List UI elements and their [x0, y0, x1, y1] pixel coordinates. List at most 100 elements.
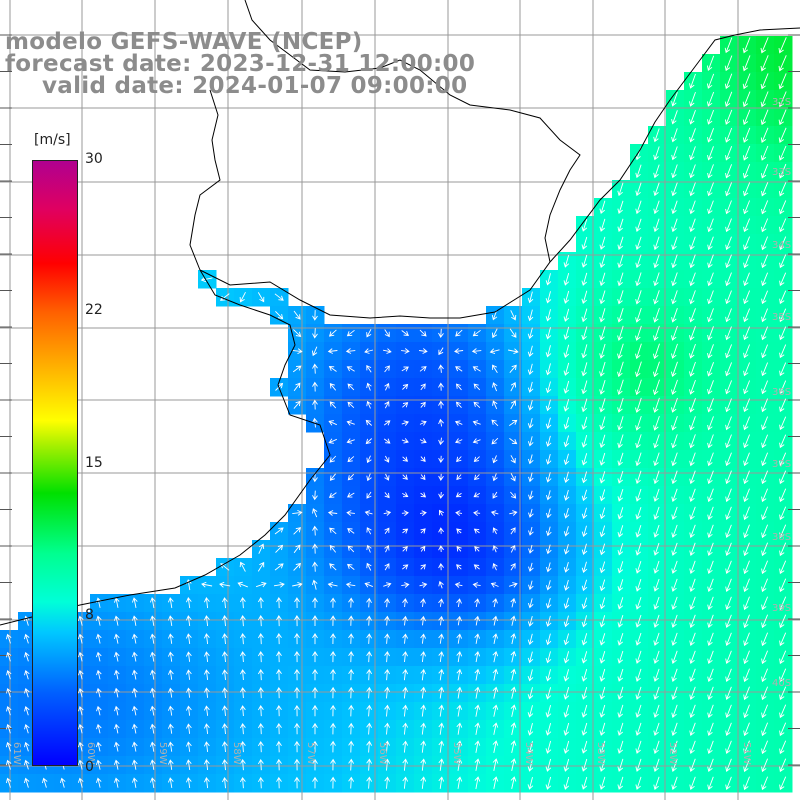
wind-arrow	[778, 145, 787, 161]
wind-arrow	[258, 597, 264, 609]
wind-arrow	[761, 740, 769, 755]
wind-arrow	[581, 416, 588, 430]
wind-arrow	[689, 650, 696, 664]
wind-arrow	[653, 452, 660, 467]
wind-arrow	[312, 633, 318, 645]
wind-arrow	[384, 776, 391, 789]
wind-arrow	[149, 723, 156, 734]
wind-arrow	[725, 524, 732, 538]
wind-arrow	[761, 452, 769, 467]
wind-arrow	[221, 669, 228, 680]
wind-arrow	[472, 582, 481, 588]
wind-arrow	[779, 254, 787, 269]
wind-arrow	[653, 686, 660, 700]
wind-arrow	[743, 668, 750, 683]
wind-arrow	[581, 543, 588, 556]
wind-arrow	[706, 55, 715, 72]
wind-arrow	[779, 362, 787, 377]
wind-arrow	[599, 597, 606, 610]
wind-arrow	[635, 379, 642, 396]
wind-arrow	[599, 561, 606, 574]
wind-arrow	[492, 615, 499, 626]
wind-arrow	[689, 740, 696, 754]
wind-arrow	[527, 291, 534, 304]
wind-arrow	[725, 596, 732, 610]
wind-arrow	[384, 686, 391, 699]
wind-arrow	[95, 741, 102, 752]
wind-arrow	[510, 527, 516, 535]
wind-arrow	[149, 633, 156, 644]
wind-arrow	[473, 383, 481, 391]
wind-arrow	[617, 325, 624, 341]
wind-arrow	[761, 470, 769, 485]
wind-arrow	[149, 705, 156, 716]
wind-arrow	[258, 740, 264, 753]
wind-arrow	[113, 651, 120, 662]
wind-arrow	[545, 363, 552, 376]
wind-arrow	[671, 128, 678, 143]
wind-arrow	[707, 596, 714, 610]
colorbar-tick-22: 22	[85, 302, 103, 318]
wind-arrow	[671, 325, 678, 341]
colorbar-tick-30: 30	[85, 151, 103, 167]
wind-arrow	[438, 527, 444, 534]
wind-arrow	[707, 740, 714, 754]
wind-arrow	[563, 507, 570, 519]
wind-arrow	[742, 37, 751, 54]
wind-arrow	[760, 164, 769, 179]
wind-arrow	[581, 507, 588, 520]
wind-arrow	[258, 543, 265, 554]
wind-arrow	[364, 510, 373, 516]
wind-arrow	[779, 488, 787, 503]
wind-arrow	[653, 128, 660, 143]
wind-arrow	[707, 668, 714, 682]
wind-arrow	[563, 489, 570, 501]
wind-arrow	[330, 633, 336, 645]
wind-arrow	[689, 164, 696, 179]
wind-arrow	[617, 561, 624, 574]
wind-arrow	[384, 382, 390, 391]
wind-arrow	[707, 236, 714, 251]
wind-arrow	[312, 363, 318, 374]
wind-arrow	[689, 488, 696, 502]
wind-arrow	[312, 615, 318, 626]
wind-arrow	[401, 420, 409, 426]
wind-arrow	[240, 651, 246, 663]
wind-arrow	[346, 366, 355, 372]
wind-arrow	[671, 776, 678, 791]
wind-arrow	[292, 348, 303, 355]
wind-arrow	[653, 218, 660, 233]
wind-arrow	[167, 687, 174, 698]
wind-arrow	[761, 686, 769, 701]
wind-arrow	[725, 632, 732, 646]
wind-arrow	[438, 651, 445, 663]
wind-arrow	[113, 723, 120, 734]
wind-arrow	[653, 470, 660, 485]
wind-arrow	[724, 73, 733, 90]
wind-arrow	[599, 398, 606, 413]
wind-arrow	[492, 563, 498, 571]
wind-arrow	[78, 687, 84, 698]
wind-arrow	[330, 597, 336, 608]
wind-arrow	[743, 740, 750, 755]
wind-arrow	[689, 308, 696, 323]
forecast-date: forecast date: 2023-12-31 12:00:00	[5, 51, 476, 77]
wind-arrow	[402, 776, 409, 789]
wind-arrow	[761, 488, 769, 503]
wind-arrow	[167, 741, 174, 752]
wind-arrow	[203, 633, 210, 645]
wind-arrow	[635, 632, 642, 646]
wind-arrow	[599, 740, 606, 754]
wind-arrow	[689, 110, 696, 125]
wind-arrow	[95, 759, 102, 770]
wind-arrow	[779, 398, 787, 413]
wind-arrow	[510, 491, 517, 499]
wind-arrow	[131, 741, 138, 752]
wind-arrow	[275, 310, 284, 320]
wind-arrow	[778, 73, 787, 90]
wind-arrow	[330, 651, 336, 663]
wind-arrow	[276, 722, 282, 735]
wind-arrow	[492, 740, 499, 753]
wind-arrow	[742, 73, 751, 90]
wind-arrow	[725, 488, 732, 503]
